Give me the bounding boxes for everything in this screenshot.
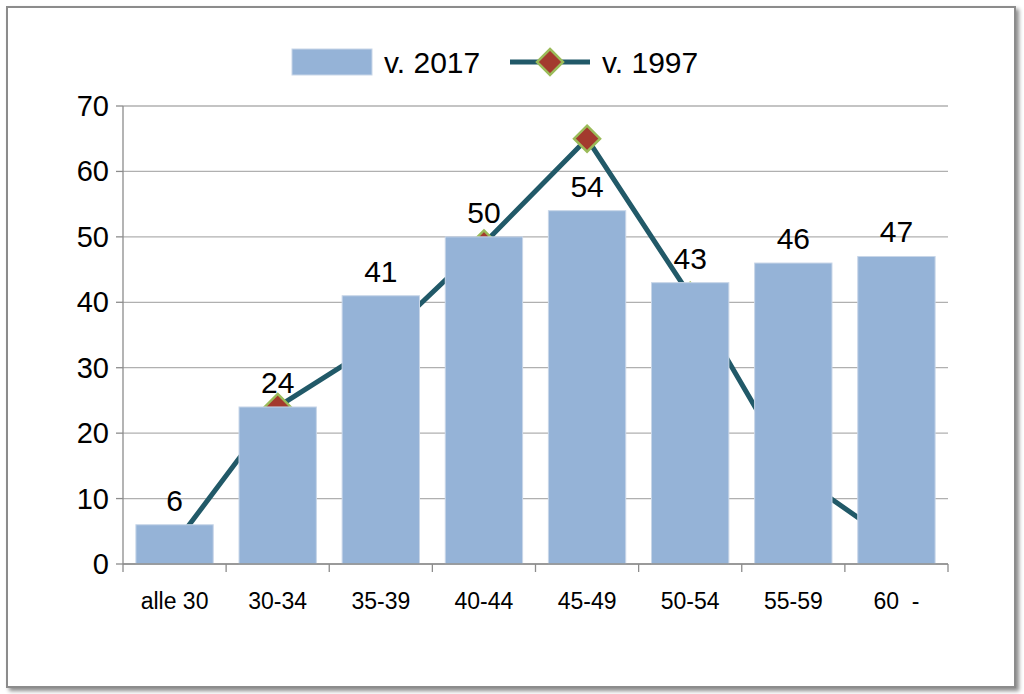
x-tick [122,564,123,572]
bar [239,407,316,564]
x-tick [638,564,639,572]
x-tick [741,564,742,572]
labels: 6 24 41 50 54 43 46 47 [166,170,913,517]
data-label: 24 [261,366,294,399]
y-tick [116,367,123,368]
x-tick [844,564,845,572]
x-tick-label: 35-39 [351,588,410,614]
bar [445,237,522,564]
x-tick-label: 40-44 [455,588,514,614]
data-label: 41 [364,255,397,288]
marker [574,126,600,152]
legend-marker [537,49,563,75]
y-tick-label: 30 [77,352,109,384]
bar [342,296,419,564]
data-label: 6 [166,484,183,517]
y-tick [116,432,123,433]
x-tick-label: alle 30 [141,588,209,614]
bar [548,211,625,564]
bar [652,283,729,564]
x-tick [329,564,330,572]
data-label: 46 [777,222,810,255]
data-label: 50 [467,196,500,229]
chart: 0 10 20 30 40 50 60 70 alle 30 30-34 35-39 40-44 45-… [0,0,1024,694]
y-tick [116,236,123,237]
legend-swatch [292,49,372,75]
y-tick-label: 0 [93,548,109,580]
legend-label: v. 1997 [602,46,698,79]
y-tick [116,302,123,303]
x-tick-label: 30-34 [248,588,307,614]
y-tick-label: 20 [77,417,109,449]
x-tick [432,564,433,572]
legend: v. 2017 v. 1997 [292,46,698,79]
x-tick [225,564,226,572]
x-tick-label: 55-59 [764,588,823,614]
y-tick-label: 70 [77,90,109,122]
y-tick-label: 60 [77,155,109,187]
y-tick [116,563,123,564]
y-tick [116,498,123,499]
y-tick-label: 10 [77,483,109,515]
bar [136,525,213,564]
y-tick [116,105,123,106]
x-tick [535,564,536,572]
y-tick-label: 50 [77,221,109,253]
x-tick-label: 45-49 [558,588,617,614]
y-tick-label: 40 [77,286,109,318]
y-tick [116,171,123,172]
data-label: 54 [570,170,603,203]
legend-label: v. 2017 [384,46,480,79]
x-tick-label: 50-54 [661,588,720,614]
bar [755,263,832,564]
bar [858,256,935,564]
grid-line [123,105,948,106]
y-axis [122,106,123,564]
grid-line [123,171,948,172]
data-label: 47 [880,215,913,248]
grid-line [123,236,948,237]
x-tick [947,564,948,572]
x-tick-label: 60 - [873,588,919,614]
data-label: 43 [674,242,707,275]
